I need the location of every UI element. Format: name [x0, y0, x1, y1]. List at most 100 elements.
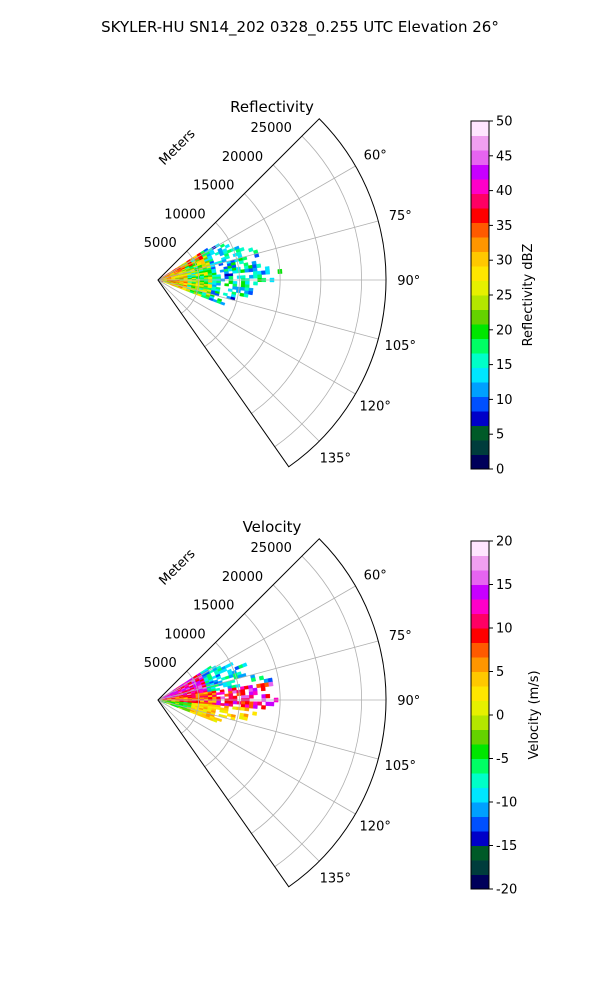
- colorbar-segment: [471, 295, 489, 310]
- colorbar-segment: [471, 845, 489, 861]
- colorbar-segment: [471, 628, 489, 643]
- echo-cell: [224, 693, 230, 697]
- echo-cell: [240, 707, 246, 711]
- echo-cell: [252, 711, 258, 716]
- echo-cell: [232, 286, 238, 290]
- radial-tick-label: 25000: [251, 541, 292, 556]
- azimuth-tick-label: 105°: [385, 759, 416, 774]
- colorbar-segment: [471, 251, 489, 267]
- radial-tick-label: 20000: [222, 570, 263, 585]
- colorbar-tick-label: 20: [496, 323, 513, 338]
- echo-cell: [248, 688, 254, 693]
- echo-cell: [220, 696, 225, 700]
- colorbar-label: Velocity (m/s): [527, 670, 542, 759]
- echo-cell: [253, 274, 258, 279]
- echo-cell: [269, 701, 275, 707]
- colorbar-tick-label: 10: [496, 622, 513, 637]
- colorbar-segment: [471, 816, 489, 832]
- echo-cell: [261, 694, 267, 699]
- colorbar-segment: [471, 454, 489, 470]
- colorbar-segment: [471, 411, 489, 426]
- colorbar-tick-label: -15: [496, 839, 517, 854]
- grid-spoke: [157, 220, 379, 281]
- radial-tick-label: 10000: [164, 207, 205, 222]
- colorbar: 0 5 10 15 20 25 30 35 40 45 50: [470, 115, 513, 478]
- echo-cell: [264, 266, 270, 271]
- echo-cell: [252, 704, 258, 709]
- colorbar-segment: [471, 309, 489, 325]
- echo-cell: [249, 701, 254, 706]
- echo-cell: [215, 687, 221, 692]
- grid-arc: [251, 164, 322, 414]
- grid-spoke: [157, 585, 356, 701]
- colorbar-segment: [471, 338, 489, 354]
- grid-spoke: [157, 699, 379, 760]
- echo-cell: [220, 301, 226, 306]
- echo-cell: [248, 704, 254, 709]
- sector-outline: [157, 538, 387, 888]
- colorbar-tick-label: 45: [496, 149, 513, 164]
- colorbar-segment: [471, 715, 489, 730]
- echo-cell: [248, 691, 254, 696]
- echo-cell: [240, 275, 246, 279]
- grid-spoke: [157, 165, 356, 281]
- azimuth-tick-labels: 60° 75° 90° 105° 120° 135°: [320, 149, 421, 467]
- radial-tick-label: 5000: [144, 656, 177, 671]
- colorbar-segment: [471, 686, 489, 701]
- echo-cell: [257, 274, 262, 279]
- figure-title: SKYLER-HU SN14_202 0328_0.255 UTC Elevat…: [101, 18, 499, 37]
- colorbar-segment: [471, 700, 489, 716]
- colorbar-segment: [471, 280, 489, 296]
- echo-cell: [243, 293, 249, 298]
- echo-cell: [228, 693, 234, 697]
- echo-cell: [217, 718, 223, 723]
- echo-cell: [216, 282, 221, 286]
- colorbar-tick-label: 15: [496, 358, 513, 373]
- grid-arc: [274, 555, 362, 868]
- azimuth-tick-label: 75°: [389, 629, 412, 644]
- polar-grid: [157, 135, 386, 448]
- azimuth-tick-label: 105°: [385, 339, 416, 354]
- colorbar-tick-label: 10: [496, 393, 513, 408]
- echo-cell: [224, 255, 230, 260]
- echo-cell: [265, 693, 271, 699]
- colorbar-segment: [471, 208, 489, 223]
- grid-arc: [204, 642, 240, 768]
- colorbar-tick-label: 50: [496, 115, 513, 130]
- colorbar-tick-label: 30: [496, 254, 513, 269]
- echo-cell: [227, 288, 233, 292]
- reflectivity-panel: Reflectivity 5000 10000 15000 20000 25000 60…: [144, 98, 536, 478]
- polar-grid: [157, 555, 386, 868]
- colorbar-label: Reflectivity dBZ: [521, 244, 536, 347]
- echo-cell: [260, 686, 266, 692]
- azimuth-tick-label: 120°: [360, 399, 391, 414]
- azimuth-tick-labels: 60° 75° 90° 105° 120° 135°: [320, 569, 421, 887]
- echo-cell: [240, 701, 246, 705]
- echo-cell: [228, 701, 234, 705]
- colorbar-segment: [471, 613, 489, 629]
- echo-cell: [261, 705, 266, 710]
- azimuth-tick-label: 90°: [397, 274, 420, 289]
- echo-cell: [238, 260, 244, 265]
- grid-spoke: [157, 640, 379, 701]
- echo-cell: [239, 246, 245, 252]
- echo-cell: [261, 270, 266, 275]
- echo-cell: [240, 692, 246, 696]
- echo-cell: [252, 271, 258, 276]
- radial-tick-labels: 5000 10000 15000 20000 25000: [144, 121, 292, 251]
- grid-spoke: [157, 279, 379, 340]
- echo-cell: [240, 269, 246, 273]
- panel-title: Velocity: [243, 518, 302, 536]
- colorbar-segment: [471, 396, 489, 412]
- colorbar-segment: [471, 237, 489, 252]
- echo-cell: [224, 283, 230, 287]
- colorbar-tick-label: -10: [496, 796, 517, 811]
- colorbar-segment: [471, 324, 489, 339]
- radial-tick-label: 15000: [193, 599, 234, 614]
- echo-cell: [265, 701, 271, 707]
- echo-cell: [248, 247, 254, 253]
- echo-cell: [228, 703, 234, 707]
- echo-cell: [244, 685, 249, 690]
- colorbar-segment: [471, 599, 489, 614]
